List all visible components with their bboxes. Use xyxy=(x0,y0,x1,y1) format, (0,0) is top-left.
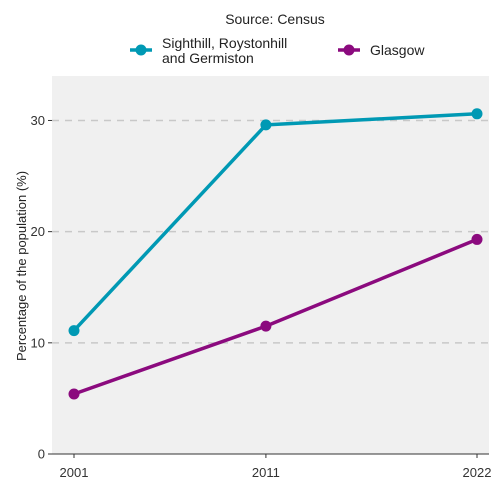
y-axis-title: Percentage of the population (%) xyxy=(14,171,29,361)
legend-label: Sighthill, Roystonhill xyxy=(162,35,287,51)
data-point xyxy=(471,233,483,245)
plot-panel xyxy=(52,76,489,454)
x-axis: 2001 2011 2022 xyxy=(60,454,492,480)
y-axis: 0 10 20 30 xyxy=(31,113,52,462)
grid-lines xyxy=(52,119,489,344)
legend-swatch-point xyxy=(343,44,355,56)
data-point xyxy=(260,320,272,332)
legend-label: and Germiston xyxy=(162,50,254,66)
x-tick-label: 2011 xyxy=(252,465,280,480)
y-tick-label: 30 xyxy=(31,113,45,128)
x-tick-label: 2001 xyxy=(60,465,89,480)
y-tick-label: 20 xyxy=(31,224,45,239)
y-tick-label: 10 xyxy=(31,335,45,350)
legend-swatch-point xyxy=(135,44,147,56)
data-point xyxy=(68,388,80,400)
x-tick-label: 2022 xyxy=(463,465,492,480)
y-tick-label: 0 xyxy=(38,447,45,462)
data-point xyxy=(471,108,483,120)
chart-title: Source: Census xyxy=(225,11,325,27)
legend-label: Glasgow xyxy=(370,42,425,58)
series-layer xyxy=(68,108,483,400)
data-point xyxy=(260,119,272,131)
data-point xyxy=(68,325,80,337)
